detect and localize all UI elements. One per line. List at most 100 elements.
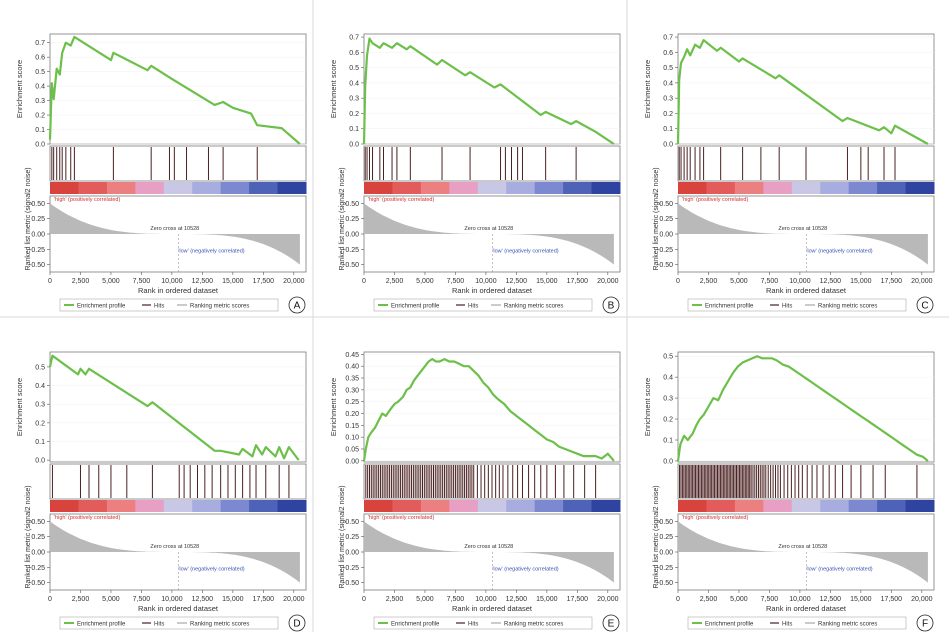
rank-axis-label: Ranked list metric (signal2 noise) bbox=[339, 167, 346, 270]
x-tick-label: 12,500 bbox=[192, 596, 214, 603]
panel-letter-e: E bbox=[608, 619, 615, 630]
heat-segment bbox=[534, 500, 564, 512]
es-y-tick-label: 0.4 bbox=[35, 383, 45, 390]
legend-box bbox=[687, 298, 907, 312]
es-y-tick-label: 0.20 bbox=[345, 411, 359, 418]
x-tick-label: 17,500 bbox=[567, 278, 589, 285]
rank-y-tick-label: 0.25 bbox=[31, 216, 45, 223]
es-y-tick-label: 0.25 bbox=[345, 399, 359, 406]
x-axis-label: Rank in ordered dataset bbox=[766, 604, 847, 613]
heat-segment bbox=[277, 500, 307, 512]
heat-segment bbox=[135, 182, 165, 194]
es-plot-frame bbox=[363, 351, 621, 463]
zero-cross-label: Zero cross at 10528 bbox=[778, 226, 827, 232]
x-axis-label: Rank in ordered dataset bbox=[452, 286, 533, 295]
rank-axis-label: Ranked list metric (signal2 noise) bbox=[339, 485, 346, 588]
es-y-tick-label: 0.0 bbox=[35, 142, 45, 149]
heat-segment bbox=[820, 182, 850, 194]
heat-segment bbox=[277, 182, 307, 194]
high-label: 'high' (positively correlated) bbox=[54, 515, 120, 521]
es-plot-frame bbox=[363, 33, 621, 145]
heat-segment bbox=[848, 182, 878, 194]
high-label: 'high' (positively correlated) bbox=[54, 197, 120, 203]
heat-segment bbox=[848, 500, 878, 512]
heat-segment bbox=[791, 182, 821, 194]
heat-segment bbox=[763, 500, 793, 512]
heat-segment bbox=[706, 182, 736, 194]
es-y-tick-label: 0.10 bbox=[345, 435, 359, 442]
legend-enrichment-label: Enrichment profile bbox=[77, 304, 126, 310]
heat-segment bbox=[220, 500, 250, 512]
x-tick-label: 15,000 bbox=[222, 596, 244, 603]
ranking-metric-area bbox=[364, 203, 614, 265]
ranking-metric-area bbox=[678, 521, 928, 583]
es-y-tick-label: 0.00 bbox=[345, 458, 359, 465]
legend-box bbox=[59, 616, 279, 630]
es-y-tick-label: 0.2 bbox=[663, 111, 673, 118]
heat-segment bbox=[820, 500, 850, 512]
panel-letter-c: C bbox=[921, 301, 928, 312]
heat-segment bbox=[249, 182, 279, 194]
x-tick-label: 2,500 bbox=[700, 596, 718, 603]
zero-cross-label: Zero cross at 10528 bbox=[464, 544, 513, 550]
x-tick-label: 15,000 bbox=[222, 278, 244, 285]
es-y-tick-label: 0.3 bbox=[35, 98, 45, 105]
ranking-metric-area bbox=[678, 203, 928, 265]
panel-letter-circle bbox=[288, 614, 306, 632]
low-label: 'low' (negatively correlated) bbox=[492, 248, 558, 254]
x-tick-label: 12,500 bbox=[820, 278, 842, 285]
x-tick-label: 20,000 bbox=[597, 596, 619, 603]
heat-segment bbox=[449, 182, 479, 194]
heat-segment bbox=[364, 500, 393, 512]
x-tick-label: 0 bbox=[676, 596, 680, 603]
es-y-tick-label: 0.0 bbox=[663, 142, 673, 149]
rank-y-tick-label: 0.00 bbox=[31, 232, 45, 239]
es-y-tick-label: 0.4 bbox=[663, 375, 673, 382]
panel-letter-b: B bbox=[608, 301, 615, 312]
x-tick-label: 5,000 bbox=[730, 596, 748, 603]
legend-box bbox=[373, 298, 593, 312]
legend-enrichment-label: Enrichment profile bbox=[391, 622, 440, 628]
x-axis-label: Rank in ordered dataset bbox=[138, 286, 219, 295]
es-y-tick-label: 0.7 bbox=[35, 40, 45, 47]
x-tick-label: 17,500 bbox=[253, 596, 275, 603]
rank-y-tick-label: 0.00 bbox=[659, 232, 673, 239]
gsea-panel-e: 0.00 0.05 0.10 0.15 0.20 0.25 0.30 0.35 0.40 0.45… bbox=[329, 351, 621, 632]
hits-frame bbox=[363, 145, 621, 182]
legend-ranking-label: Ranking metric scores bbox=[818, 622, 877, 628]
es-y-tick-label: 0.4 bbox=[349, 80, 359, 87]
rank-axis-label: Ranked list metric (signal2 noise) bbox=[25, 485, 32, 588]
x-tick-label: 2,500 bbox=[386, 278, 404, 285]
x-axis-label: Rank in ordered dataset bbox=[452, 604, 533, 613]
legend-box bbox=[687, 616, 907, 630]
heat-segment bbox=[392, 182, 422, 194]
rank-y-tick-label: 0.50 bbox=[659, 519, 673, 526]
legend-ranking-label: Ranking metric scores bbox=[504, 304, 563, 310]
legend-hits-label: Hits bbox=[468, 622, 478, 628]
heat-segment bbox=[877, 500, 907, 512]
es-y-tick-label: 0.4 bbox=[663, 80, 673, 87]
x-tick-label: 0 bbox=[362, 278, 366, 285]
es-axis-label: Enrichment score bbox=[329, 60, 338, 118]
x-tick-label: 5,000 bbox=[102, 596, 120, 603]
x-tick-label: 15,000 bbox=[536, 596, 558, 603]
es-y-tick-label: 0.6 bbox=[663, 50, 673, 57]
rank-y-tick-label: -0.50 bbox=[29, 580, 45, 587]
legend-hits-label: Hits bbox=[154, 622, 164, 628]
es-y-tick-label: 0.1 bbox=[35, 127, 45, 134]
es-y-tick-label: 0.3 bbox=[349, 96, 359, 103]
panel-letter-d: D bbox=[293, 619, 300, 630]
rank-axis-label: Ranked list metric (signal2 noise) bbox=[25, 167, 32, 270]
heat-segment bbox=[249, 500, 279, 512]
x-tick-label: 7,500 bbox=[447, 596, 465, 603]
es-y-tick-label: 0.2 bbox=[35, 420, 45, 427]
x-tick-label: 10,000 bbox=[161, 278, 183, 285]
x-tick-label: 0 bbox=[362, 596, 366, 603]
heat-segment bbox=[192, 500, 222, 512]
rank-y-tick-label: -0.50 bbox=[657, 262, 673, 269]
x-tick-label: 10,000 bbox=[475, 278, 497, 285]
heat-segment bbox=[734, 182, 764, 194]
rank-y-tick-label: 0.00 bbox=[345, 232, 359, 239]
x-tick-label: 7,500 bbox=[761, 278, 779, 285]
